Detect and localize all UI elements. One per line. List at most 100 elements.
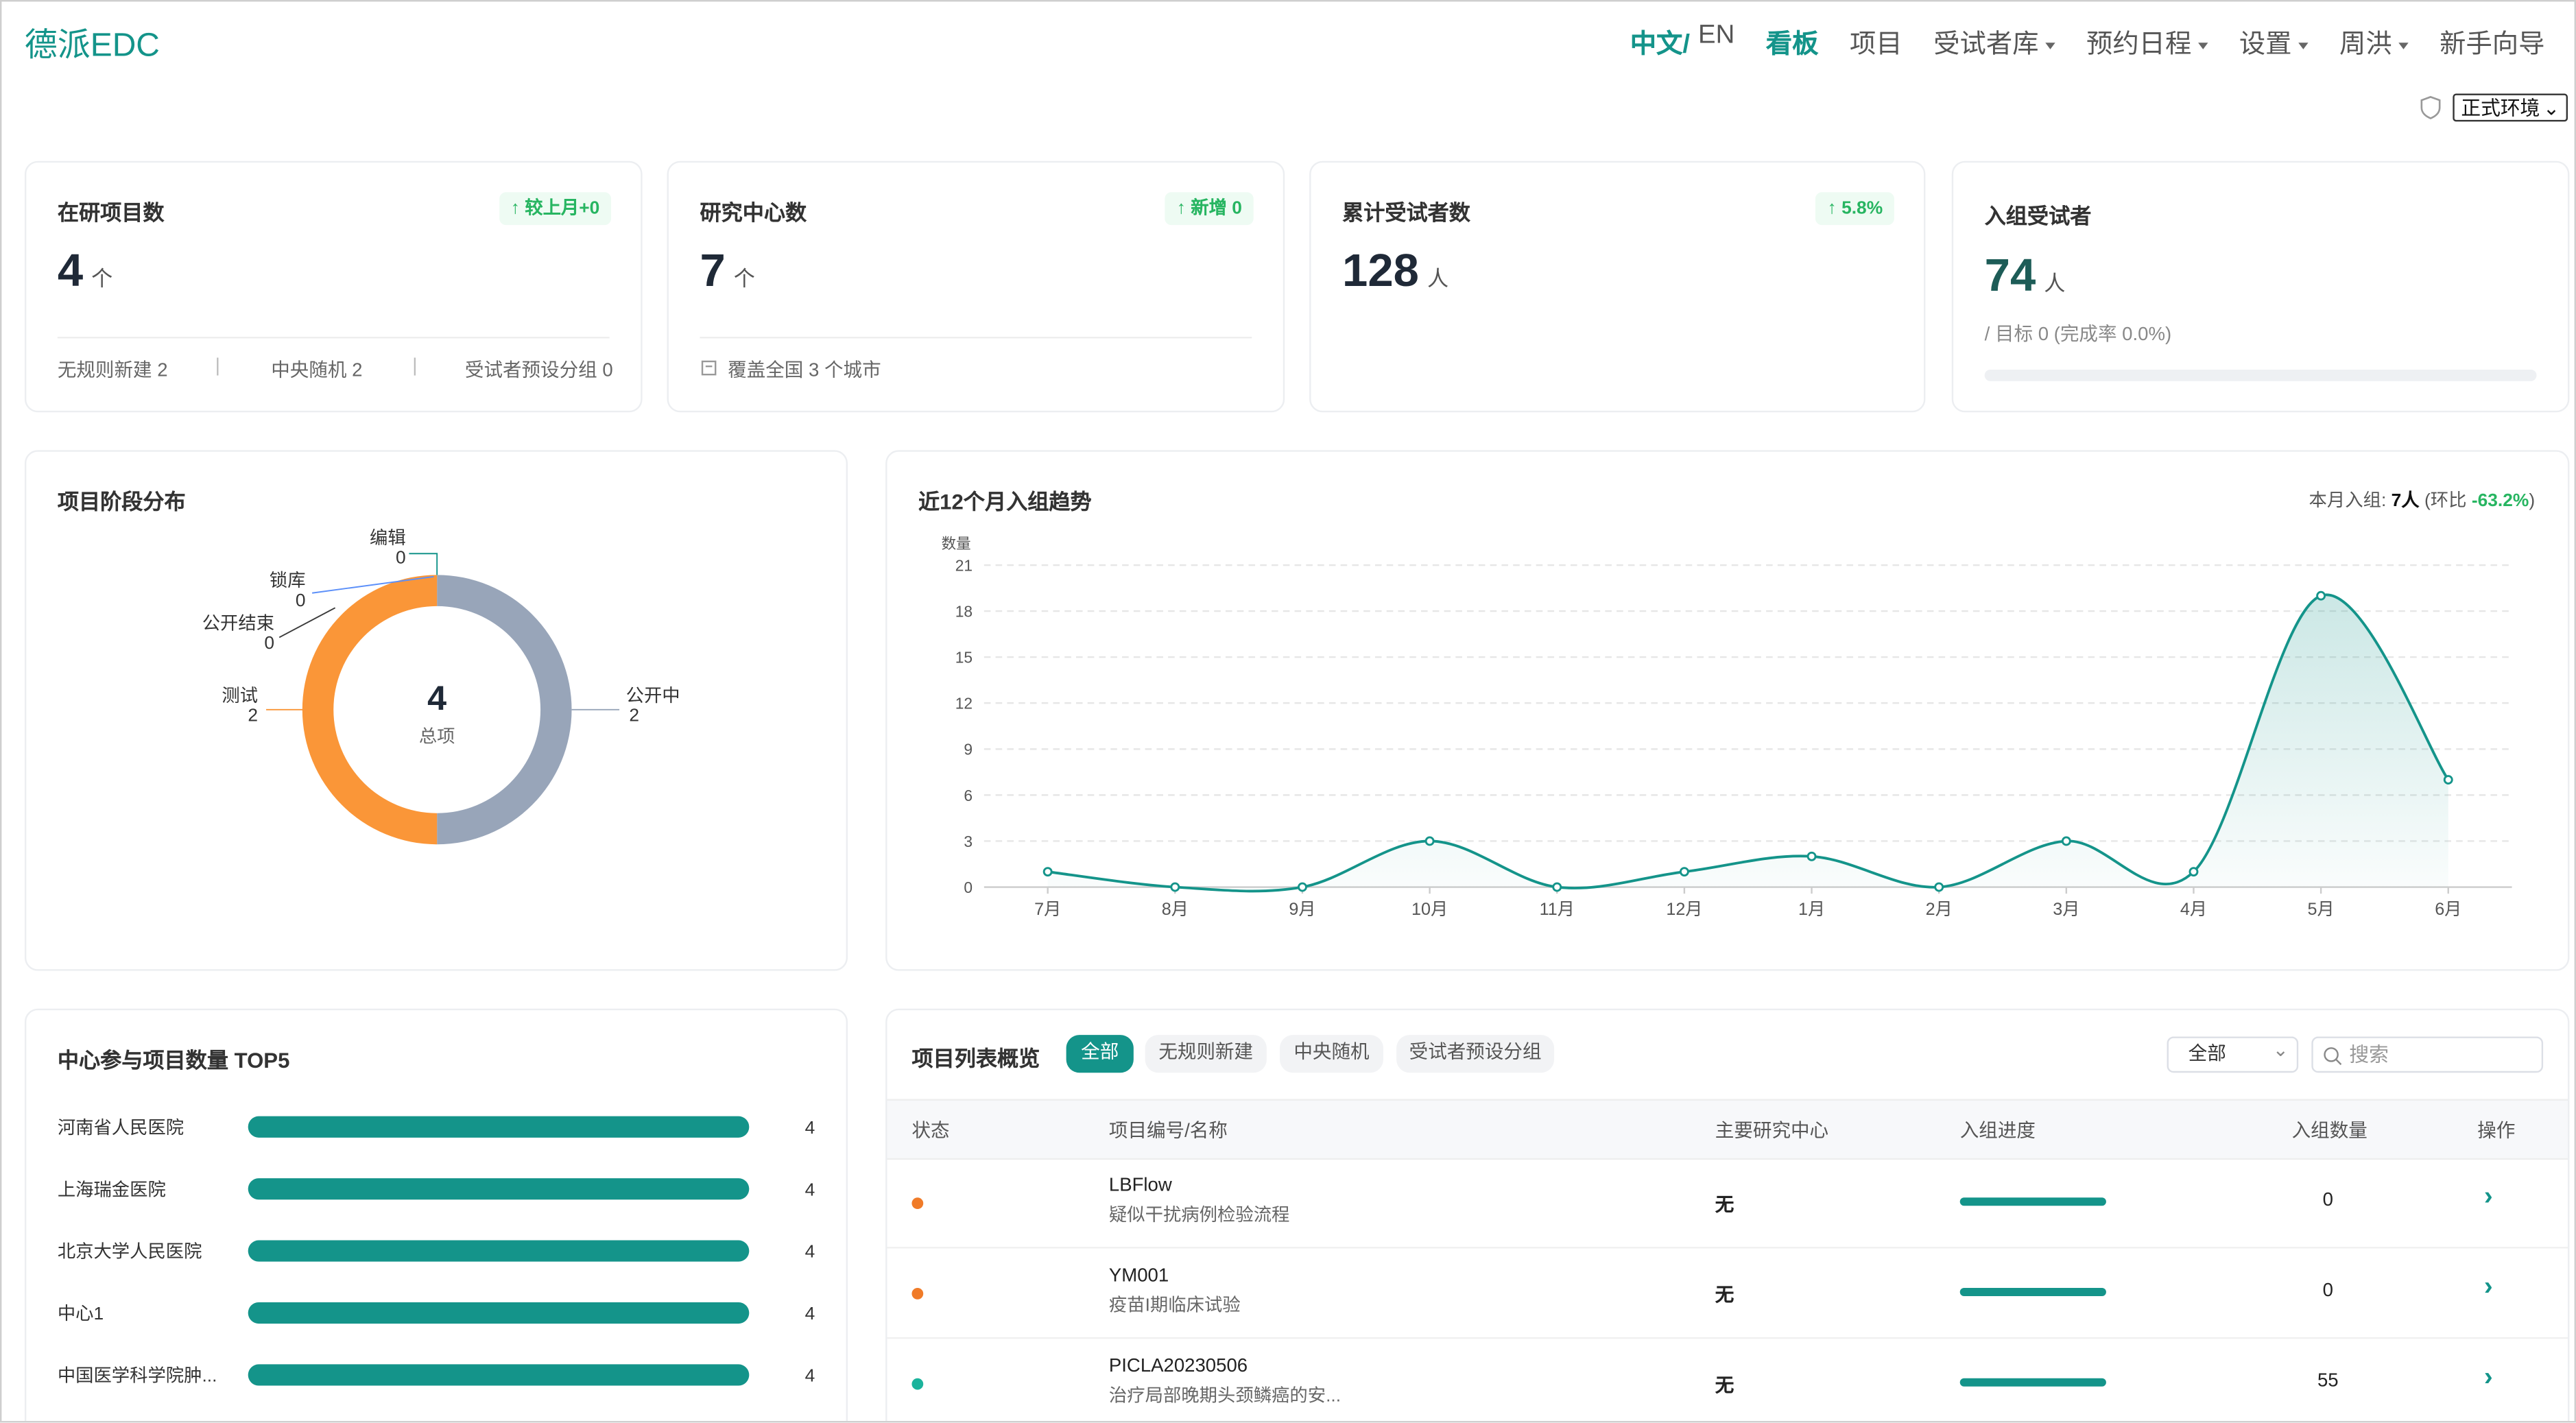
action-chevron[interactable]: › bbox=[2483, 1182, 2493, 1211]
filter-label: 全部 bbox=[2188, 1044, 2226, 1065]
point bbox=[2061, 836, 2071, 846]
nav-item[interactable]: 看板 bbox=[1765, 31, 1819, 60]
bar-value: 4 bbox=[805, 1179, 815, 1199]
caret: ⌄ bbox=[2542, 97, 2560, 120]
point bbox=[2443, 775, 2453, 785]
progress-bar bbox=[1959, 1288, 2106, 1296]
value: 7 bbox=[700, 244, 726, 296]
tab[interactable]: 无规则新建 bbox=[1145, 1035, 1267, 1073]
card-title: 累计受试者数 bbox=[1342, 200, 1470, 226]
chart-card: 近12个月入组趋势 本月入组: 7人 (环比 -63.2%) 数量 0 3 6 9 12 1… bbox=[885, 450, 2570, 971]
nav-item[interactable]: 预约日程 bbox=[2086, 21, 2208, 60]
slice-label: 公开结束 bbox=[202, 612, 274, 633]
action-chevron[interactable]: › bbox=[2483, 1273, 2493, 1302]
brand[interactable]: 德派EDC bbox=[24, 27, 160, 64]
nav-item[interactable]: 项目 bbox=[1850, 31, 1903, 60]
slice-value: 0 bbox=[396, 547, 406, 568]
x-tick-label: 2月 bbox=[1926, 900, 1953, 919]
x-tick-label: 9月 bbox=[1289, 900, 1315, 919]
enroll-count: 55 bbox=[2317, 1372, 2339, 1391]
point bbox=[1679, 867, 1689, 877]
separator: | bbox=[412, 356, 418, 376]
bar-value: 4 bbox=[805, 1117, 815, 1138]
column-header: 主要研究中心 bbox=[1715, 1122, 1829, 1142]
project-name: 治疗局部晚期头颈鳞癌的安... bbox=[1108, 1386, 1341, 1407]
nav-item[interactable]: 新手向导 bbox=[2440, 31, 2545, 60]
nav-item[interactable]: EN bbox=[1698, 21, 1735, 49]
column-header: 项目编号/名称 bbox=[1108, 1122, 1228, 1142]
project-name: 疑似干扰病例检验流程 bbox=[1108, 1206, 1290, 1225]
value: 4 bbox=[57, 244, 84, 296]
project-name: 疫苗I期临床试验 bbox=[1108, 1295, 1241, 1316]
table-card: 项目列表概览 全部 无规则新建 中央随机 受试者预设分组 全部 ⌄ 搜索 状态 项… bbox=[885, 1008, 2570, 1422]
pie-slice bbox=[437, 575, 572, 845]
footer-item: 中央随机 2 bbox=[271, 361, 363, 381]
bar-label: 中国医学科学院肿... bbox=[58, 1365, 217, 1386]
point bbox=[1298, 882, 1307, 892]
badge-text: 5.8% bbox=[1841, 198, 1883, 219]
bar-value: 4 bbox=[805, 1365, 815, 1386]
value: 74 bbox=[1984, 250, 2036, 301]
stat-value: 128 人 bbox=[1342, 245, 1448, 298]
bar bbox=[248, 1116, 750, 1138]
filter-select[interactable]: 全部 ⌄ bbox=[2167, 1036, 2299, 1073]
nav-item[interactable]: 周洪 bbox=[2339, 21, 2409, 60]
action-chevron[interactable]: › bbox=[2483, 1363, 2493, 1391]
bar bbox=[248, 1302, 750, 1324]
nav-item[interactable]: 受试者库 bbox=[1933, 21, 2055, 60]
slice-label: 公开中 bbox=[626, 685, 680, 706]
unit: 人 bbox=[2044, 271, 2066, 296]
shield-icon bbox=[2420, 95, 2441, 119]
value: 128 bbox=[1342, 244, 1419, 296]
environment-select[interactable]: 正式环境 ⌄ bbox=[2453, 93, 2568, 122]
center-value: 4 bbox=[427, 678, 446, 717]
nav-item[interactable]: 中文/ bbox=[1630, 31, 1691, 60]
search-input[interactable]: 搜索 bbox=[2311, 1036, 2544, 1073]
x-tick-label: 4月 bbox=[2180, 900, 2207, 919]
area bbox=[1047, 595, 2448, 892]
bar-value: 4 bbox=[805, 1303, 815, 1324]
bar bbox=[248, 1364, 750, 1386]
search-icon bbox=[2324, 1047, 2342, 1066]
progress-bar bbox=[1959, 1197, 2106, 1206]
enroll-count: 0 bbox=[2322, 1191, 2333, 1211]
slice-value: 2 bbox=[248, 705, 258, 726]
x-tick-label: 6月 bbox=[2435, 900, 2461, 919]
summary-change: -63.2% bbox=[2471, 491, 2529, 511]
caret: ⌄ bbox=[2272, 1041, 2289, 1062]
pie-slice bbox=[302, 575, 438, 845]
tab[interactable]: 受试者预设分组 bbox=[1396, 1035, 1555, 1073]
nav-item[interactable]: 设置 bbox=[2239, 21, 2309, 60]
stat-card: 入组受试者 74 人 / 目标 0 (完成率 0.0%) bbox=[1951, 160, 2570, 413]
note: / 目标 0 (完成率 0.0%) bbox=[1984, 325, 2172, 346]
progress-bar bbox=[1959, 1378, 2106, 1387]
bar-chart: 河南省人民医院 4 上海瑞金医院 4 北京大学人民医院 4 中心1 4 中国医学科学院肿... 4 bbox=[58, 1116, 815, 1386]
line-chart: 数量 0 3 6 9 12 15 18 21 7月 8月 9月 10月 11月 12月 1月 2月 3月 4月 5月 6… bbox=[942, 535, 2512, 919]
card-title: 研究中心数 bbox=[700, 200, 807, 226]
center: 无 bbox=[1715, 1286, 1734, 1306]
summary: 本月入组: 7人 (环比 -63.2%) bbox=[2309, 486, 2536, 512]
tab[interactable]: 中央随机 bbox=[1280, 1035, 1383, 1073]
divider bbox=[700, 337, 1252, 339]
x-tick-label: 1月 bbox=[1798, 900, 1825, 919]
nav: 中文/ EN 看板 项目 受试者库 预约日程 设置 周洪 新手向导 bbox=[1630, 21, 2545, 60]
badge: ↑ 新增 0 bbox=[1165, 192, 1254, 226]
y-tick-label: 0 bbox=[964, 878, 973, 896]
center: 无 bbox=[1715, 1195, 1734, 1216]
footer-item: 受试者预设分组 0 bbox=[464, 361, 613, 381]
unit: 人 bbox=[1427, 266, 1449, 291]
x-tick-label: 10月 bbox=[1411, 900, 1448, 919]
column-header: 入组进度 bbox=[1959, 1122, 2036, 1142]
x-tick-label: 8月 bbox=[1162, 900, 1189, 919]
bar-label: 上海瑞金医院 bbox=[58, 1179, 166, 1199]
slice-value: 2 bbox=[629, 705, 639, 726]
summary-prefix: (环比 bbox=[2424, 491, 2467, 511]
x-tick-label: 7月 bbox=[1034, 900, 1061, 919]
tab[interactable]: 全部 bbox=[1066, 1035, 1134, 1073]
chart-title: 近12个月入组趋势 bbox=[918, 489, 1092, 514]
status-dot bbox=[911, 1287, 924, 1299]
